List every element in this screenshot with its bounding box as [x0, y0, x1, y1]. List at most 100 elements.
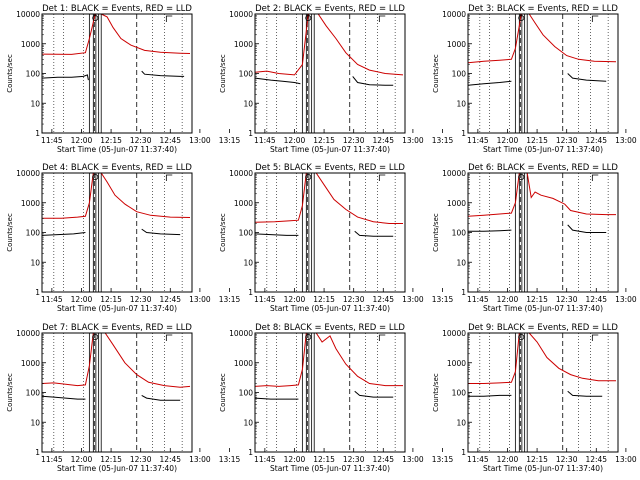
x-tick-label: 12:00	[284, 455, 306, 464]
x-tick-label: 12:30	[343, 136, 365, 145]
events-series-line	[468, 390, 603, 397]
y-tick-label: 1000	[234, 359, 253, 368]
x-tick-label: 12:00	[71, 455, 93, 464]
x-tick-label: 12:45	[585, 455, 607, 464]
y-tick-label: 1	[248, 288, 253, 297]
y-tick-label: 10000	[229, 329, 253, 338]
y-tick-label: 10	[456, 99, 466, 108]
y-tick-label: 100	[26, 70, 41, 79]
y-tick-label: 1	[248, 129, 253, 138]
y-tick-label: 10000	[16, 169, 40, 178]
y-axis-label: Counts/sec	[432, 213, 440, 252]
lld-series-line	[254, 332, 403, 387]
y-tick-label: 10000	[229, 10, 253, 19]
x-axis-label: Start Time (05-Jun-07 11:37:40)	[270, 145, 390, 154]
y-tick-label: 1000	[447, 199, 466, 208]
panel-title: Det 7: BLACK = Events, RED = LLD	[42, 323, 192, 333]
panel-title: Det 3: BLACK = Events, RED = LLD	[468, 4, 618, 14]
x-tick-label: 13:00	[402, 295, 424, 304]
events-series-line	[41, 70, 185, 81]
annotation-circle	[518, 14, 525, 21]
x-tick-label: 12:15	[526, 455, 548, 464]
panel-title: Det 2: BLACK = Events, RED = LLD	[255, 4, 405, 14]
x-tick-label: 12:15	[526, 295, 548, 304]
x-tick-label: 12:00	[284, 295, 306, 304]
x-tick-label: 13:15	[432, 136, 454, 145]
y-tick-label: 100	[239, 389, 254, 398]
detector-panel-3: Det 3: BLACK = Events, RED = LLD 1 10 100 10…	[432, 4, 637, 154]
lld-series-line	[41, 332, 191, 388]
annotation-circle	[518, 173, 525, 180]
annotation-circle	[305, 173, 312, 180]
x-tick-label: 13:00	[189, 295, 211, 304]
x-tick-label: 12:15	[526, 136, 548, 145]
y-tick-label: 10000	[16, 10, 40, 19]
annotation-bracket	[165, 174, 173, 181]
x-tick-label: 11:45	[41, 455, 63, 464]
y-tick-label: 10	[243, 99, 253, 108]
x-tick-label: 13:00	[189, 455, 211, 464]
lld-series-line	[467, 172, 616, 217]
x-tick-label: 11:45	[254, 455, 276, 464]
x-tick-label: 13:00	[402, 455, 424, 464]
lld-series-line	[254, 172, 403, 224]
y-tick-label: 1000	[21, 199, 40, 208]
x-tick-label: 12:45	[372, 295, 394, 304]
x-tick-label: 12:30	[130, 455, 152, 464]
y-tick-label: 1000	[21, 359, 40, 368]
y-tick-label: 100	[239, 70, 254, 79]
x-axis-label: Start Time (05-Jun-07 11:37:40)	[57, 304, 177, 313]
x-tick-label: 11:45	[467, 136, 489, 145]
annotation-circle	[92, 333, 99, 340]
y-axis-label: Counts/sec	[6, 373, 14, 412]
x-axis-label: Start Time (05-Jun-07 11:37:40)	[270, 304, 390, 313]
x-tick-label: 12:00	[71, 136, 93, 145]
annotation-bracket	[165, 15, 173, 22]
y-axis-label: Counts/sec	[219, 54, 227, 93]
y-tick-label: 1	[35, 288, 40, 297]
y-axis-label: Counts/sec	[432, 54, 440, 93]
y-tick-label: 1000	[21, 40, 40, 49]
x-tick-label: 12:30	[556, 295, 578, 304]
y-tick-label: 100	[239, 229, 254, 238]
lld-series-line	[254, 13, 404, 76]
x-tick-label: 12:30	[130, 295, 152, 304]
y-tick-label: 10	[456, 258, 466, 267]
x-tick-label: 12:30	[130, 136, 152, 145]
events-series-line	[468, 224, 607, 233]
panel-title: Det 5: BLACK = Events, RED = LLD	[255, 163, 405, 173]
annotation-circle	[305, 14, 312, 21]
x-tick-label: 12:15	[313, 455, 335, 464]
y-tick-label: 100	[452, 389, 467, 398]
annotation-bracket	[378, 334, 386, 341]
y-tick-label: 1000	[447, 40, 466, 49]
y-axis-label: Counts/sec	[219, 373, 227, 412]
lld-series-line	[41, 13, 191, 55]
x-tick-label: 11:45	[467, 455, 489, 464]
annotation-circle	[92, 14, 99, 21]
detector-panel-6: Det 6: BLACK = Events, RED = LLD 1 10 100 10…	[432, 163, 637, 313]
x-axis-label: Start Time (05-Jun-07 11:37:40)	[483, 145, 603, 154]
x-tick-label: 12:00	[71, 295, 93, 304]
x-tick-label: 11:45	[41, 295, 63, 304]
detector-panel-4: Det 4: BLACK = Events, RED = LLD 1 10 100 10…	[6, 163, 241, 313]
annotation-bracket	[591, 15, 599, 22]
x-tick-label: 12:45	[159, 136, 181, 145]
events-series-line	[41, 394, 181, 401]
y-tick-label: 1000	[234, 199, 253, 208]
events-series-line	[41, 228, 181, 236]
annotation-circle	[305, 333, 312, 340]
y-tick-label: 100	[452, 229, 467, 238]
x-tick-label: 11:45	[254, 136, 276, 145]
y-tick-label: 1	[248, 448, 253, 457]
x-tick-label: 12:30	[343, 455, 365, 464]
y-tick-label: 10000	[16, 329, 40, 338]
x-tick-label: 12:30	[343, 295, 365, 304]
annotation-bracket	[591, 334, 599, 341]
x-tick-label: 13:15	[432, 455, 454, 464]
x-tick-label: 12:00	[497, 295, 519, 304]
x-axis-label: Start Time (05-Jun-07 11:37:40)	[483, 464, 603, 473]
y-axis-label: Counts/sec	[219, 213, 227, 252]
x-tick-label: 12:45	[372, 455, 394, 464]
events-series-line	[254, 76, 394, 86]
